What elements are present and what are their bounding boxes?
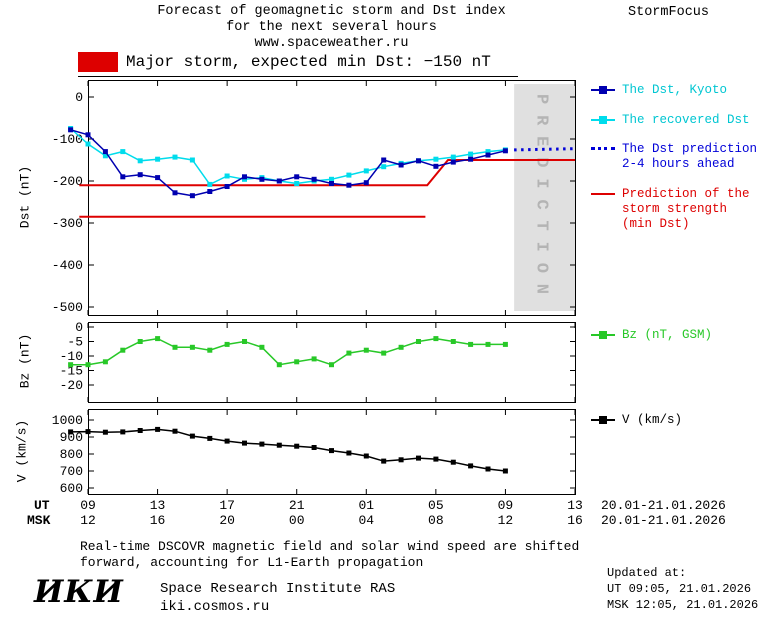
x-tick-ut-1: 13 — [149, 498, 166, 513]
series-dst-prediction — [514, 147, 576, 152]
legend-item-dst-prediction: The Dst prediction 2-4 hours ahead — [591, 142, 757, 172]
legend-item-recovered-dst: The recovered Dst — [591, 113, 750, 128]
x-tick-ut-5: 05 — [428, 498, 444, 513]
storm-level-label: Major storm, expected min Dst: −150 nT — [126, 53, 491, 71]
x-tick-ut-2: 17 — [219, 498, 235, 513]
y-tick-label: 0 — [75, 322, 83, 335]
plot-border — [88, 80, 576, 316]
footer-note-line1: Real-time DSCOVR magnetic field and sola… — [80, 539, 580, 554]
legend-v-label: V (km/s) — [622, 413, 683, 427]
header: Forecast of geomagnetic storm and Dst in… — [88, 4, 575, 52]
series-bz-gsm — [70, 337, 506, 366]
title-line-1: Forecast of geomagnetic storm and Dst in… — [157, 4, 506, 19]
legend-prediction-label: The Dst prediction 2-4 hours ahead — [622, 142, 758, 171]
legend-item-bz: Bz (nT, GSM) — [591, 328, 712, 343]
legend-dst-kyoto-label: The Dst, Kyoto — [622, 83, 728, 97]
legend-bz-label: Bz (nT, GSM) — [622, 328, 713, 342]
y-tick-label: -100 — [52, 132, 83, 147]
x-tick-msk-5: 08 — [428, 513, 444, 528]
x-tick-ut-3: 21 — [288, 498, 305, 513]
dst-prediction-marker-icon — [591, 143, 615, 154]
website-link[interactable]: www.spaceweather.ru — [254, 36, 409, 51]
y-tick-label: -15 — [60, 364, 83, 379]
series-recovered-dst-markers — [68, 126, 508, 187]
dst-kyoto-marker-icon — [591, 84, 615, 95]
y-tick-label: -300 — [52, 216, 83, 231]
y-tick-label: 700 — [60, 464, 83, 479]
v-axis-title: V (km/s) — [14, 419, 30, 483]
plot-border — [88, 409, 576, 495]
prediction-band — [514, 84, 575, 311]
updated-label: Updated at: — [607, 566, 687, 580]
legend-item-storm-strength: Prediction of the storm strength (min Ds… — [591, 187, 750, 232]
updated-ut: UT 09:05, 21.01.2026 — [607, 582, 752, 596]
x-tick-msk-1: 16 — [149, 513, 166, 528]
footer-note: Real-time DSCOVR magnetic field and sola… — [80, 539, 579, 571]
bz-axis-title: Bz (nT) — [17, 333, 33, 389]
storm-strength-marker-icon — [591, 188, 615, 199]
legend-item-dst-kyoto: The Dst, Kyoto — [591, 83, 727, 98]
x-tick-msk-2: 20 — [219, 513, 235, 528]
institute-block: Space Research Institute RAS iki.cosmos.… — [160, 580, 395, 616]
iki-logo: ИКИ — [34, 574, 124, 610]
series-bz-gsm-markers — [68, 336, 508, 368]
y-tick-label: 600 — [60, 481, 83, 495]
dst-axis-title: Dst (nT) — [17, 165, 33, 229]
series-dst-kyoto — [70, 129, 506, 197]
x-tick-ut-7: 13 — [567, 498, 583, 513]
bz-plot: 0-5-10-15-20 — [60, 322, 576, 403]
x-tick-ut-4: 01 — [358, 498, 375, 513]
ut-date-range: 20.01-21.01.2026 — [601, 498, 726, 513]
storm-level-legend: Major storm, expected min Dst: −150 nT — [78, 52, 518, 77]
y-tick-label: 1000 — [52, 413, 83, 428]
storm-level-swatch — [78, 52, 118, 72]
y-tick-label: 800 — [60, 447, 83, 462]
y-tick-label: -5 — [67, 335, 83, 350]
institute-name: Space Research Institute RAS — [160, 581, 396, 597]
y-tick-label: -10 — [60, 349, 83, 364]
updated-msk: MSK 12:05, 21.01.2026 — [607, 598, 759, 612]
y-tick-label: -200 — [52, 174, 83, 189]
ut-row-label: UT — [34, 498, 50, 513]
institute-site-link[interactable]: iki.cosmos.ru — [160, 599, 270, 615]
x-tick-msk-0: 12 — [80, 513, 96, 528]
msk-row-label: MSK — [27, 513, 51, 528]
x-tick-ut-0: 09 — [80, 498, 96, 513]
x-tick-msk-6: 12 — [497, 513, 514, 528]
legend-item-v: V (km/s) — [591, 413, 682, 428]
legend-recovered-label: The recovered Dst — [622, 113, 750, 127]
footer-note-line2: forward, accounting for L1-Earth propaga… — [80, 555, 424, 570]
series-recovered-dst — [70, 127, 506, 186]
series-solar-wind-speed-markers — [68, 426, 508, 474]
x-tick-ut-6: 09 — [497, 498, 514, 513]
y-tick-label: 0 — [75, 90, 83, 105]
y-tick-label: 900 — [60, 430, 83, 445]
x-axis: 09 12 13 16 17 20 21 00 01 04 05 08 09 12 13 16 — [0, 498, 760, 530]
y-tick-label: -500 — [52, 300, 83, 315]
y-tick-label: -20 — [60, 378, 83, 393]
brand-stormfocus: StormFocus — [628, 5, 710, 20]
recovered-dst-marker-icon — [591, 114, 615, 125]
title-line-2: for the next several hours — [226, 20, 437, 35]
bz-marker-icon — [591, 329, 615, 340]
x-tick-msk-7: 16 — [567, 513, 583, 528]
storm-strength-line-0 — [79, 159, 575, 187]
series-solar-wind-speed — [70, 428, 506, 472]
x-tick-msk-4: 04 — [358, 513, 375, 528]
v-marker-icon — [591, 414, 615, 425]
y-tick-label: -400 — [52, 258, 83, 273]
msk-date-range: 20.01-21.01.2026 — [601, 513, 726, 528]
updated-block: Updated at: UT 09:05, 21.01.2026 MSK 12:… — [607, 565, 758, 613]
legend-storm-strength-label: Prediction of the storm strength (min Ds… — [622, 187, 750, 231]
series-dst-kyoto-markers — [68, 127, 508, 199]
v-plot: 1000 900 800 700 600 — [52, 409, 576, 495]
x-tick-msk-3: 00 — [288, 513, 305, 528]
